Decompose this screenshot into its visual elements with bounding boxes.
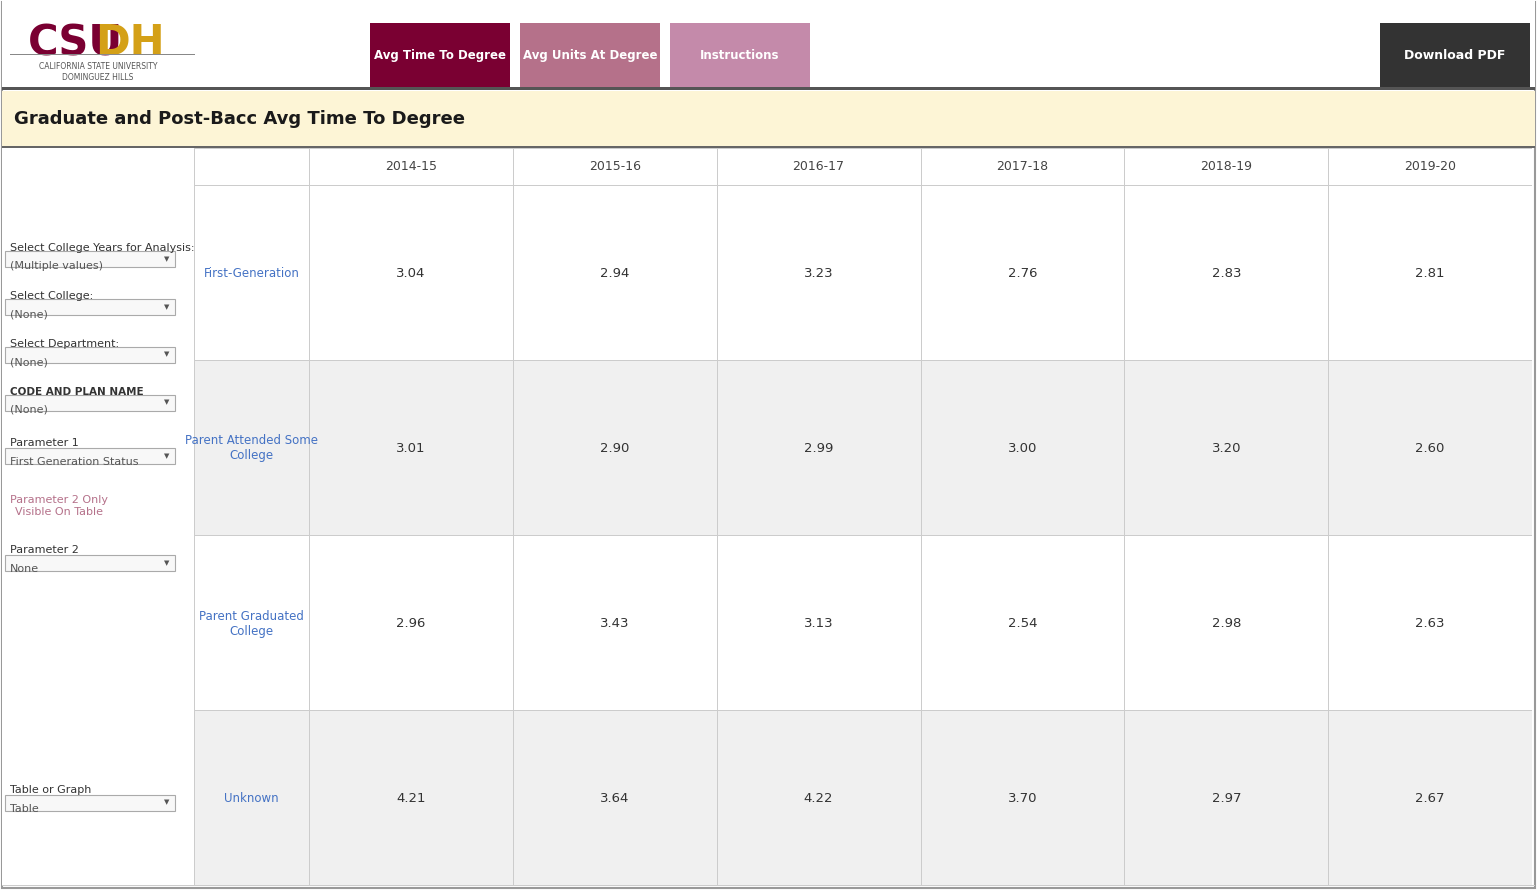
Text: Parent Graduated
College: Parent Graduated College bbox=[200, 610, 304, 637]
Text: (None): (None) bbox=[11, 405, 48, 415]
Bar bbox=[194, 360, 1532, 361]
Text: 3.43: 3.43 bbox=[599, 617, 630, 630]
Text: 3.04: 3.04 bbox=[397, 267, 426, 280]
Bar bbox=[2, 91, 1535, 146]
Text: CSU: CSU bbox=[28, 22, 123, 64]
Text: ▼: ▼ bbox=[164, 453, 169, 458]
Text: None: None bbox=[11, 563, 38, 574]
Bar bbox=[194, 185, 1532, 186]
Text: Parameter 2 Only
Visible On Table: Parameter 2 Only Visible On Table bbox=[11, 495, 108, 517]
Text: Instructions: Instructions bbox=[701, 49, 779, 62]
Text: CALIFORNIA STATE UNIVERSITY: CALIFORNIA STATE UNIVERSITY bbox=[38, 62, 157, 71]
Bar bbox=[194, 186, 1532, 361]
Bar bbox=[2, 0, 1535, 88]
Text: 4.21: 4.21 bbox=[397, 792, 426, 805]
Text: 2.94: 2.94 bbox=[599, 267, 630, 280]
Text: (None): (None) bbox=[11, 357, 48, 367]
Bar bbox=[370, 23, 510, 88]
Text: 2014-15: 2014-15 bbox=[384, 160, 437, 174]
Bar bbox=[2, 885, 1535, 886]
Bar bbox=[194, 361, 1532, 536]
Bar bbox=[1380, 23, 1529, 88]
Bar bbox=[520, 23, 659, 88]
Bar bbox=[194, 711, 1532, 886]
Text: Table or Graph: Table or Graph bbox=[11, 785, 91, 795]
Bar bbox=[5, 555, 175, 571]
Bar bbox=[194, 148, 1532, 186]
Text: 2017-18: 2017-18 bbox=[996, 160, 1048, 174]
Text: ▼: ▼ bbox=[164, 799, 169, 805]
Text: Avg Time To Degree: Avg Time To Degree bbox=[373, 49, 506, 62]
Text: (None): (None) bbox=[11, 309, 48, 319]
Bar bbox=[5, 251, 175, 267]
Text: Avg Units At Degree: Avg Units At Degree bbox=[523, 49, 658, 62]
Text: 2.99: 2.99 bbox=[804, 442, 833, 455]
Text: 2019-20: 2019-20 bbox=[1405, 160, 1456, 174]
Text: CODE AND PLAN NAME: CODE AND PLAN NAME bbox=[11, 386, 143, 397]
Text: 3.13: 3.13 bbox=[804, 617, 833, 630]
Text: First Generation Status: First Generation Status bbox=[11, 457, 138, 466]
Text: 2.60: 2.60 bbox=[1416, 442, 1445, 455]
Text: Select College:: Select College: bbox=[11, 291, 94, 301]
Text: First-Generation: First-Generation bbox=[203, 267, 300, 280]
Bar bbox=[2, 148, 194, 886]
Text: Select Department:: Select Department: bbox=[11, 338, 120, 349]
Bar bbox=[194, 148, 1532, 149]
Text: 3.20: 3.20 bbox=[1211, 442, 1240, 455]
Bar bbox=[194, 535, 1532, 536]
Text: 2.98: 2.98 bbox=[1211, 617, 1240, 630]
Text: Select College Years for Analysis:: Select College Years for Analysis: bbox=[11, 243, 195, 253]
Bar bbox=[5, 346, 175, 362]
Bar bbox=[5, 299, 175, 315]
Bar bbox=[5, 394, 175, 410]
Text: Download PDF: Download PDF bbox=[1405, 49, 1506, 62]
Text: Unknown: Unknown bbox=[224, 792, 278, 805]
Text: 3.23: 3.23 bbox=[804, 267, 833, 280]
Text: Table: Table bbox=[11, 804, 38, 813]
Text: 4.22: 4.22 bbox=[804, 792, 833, 805]
Text: 2.54: 2.54 bbox=[1008, 617, 1037, 630]
Text: 2018-19: 2018-19 bbox=[1200, 160, 1253, 174]
Text: 2.67: 2.67 bbox=[1416, 792, 1445, 805]
Text: ▼: ▼ bbox=[164, 400, 169, 406]
Bar bbox=[5, 448, 175, 464]
Text: 2.90: 2.90 bbox=[599, 442, 630, 455]
Text: ▼: ▼ bbox=[164, 352, 169, 358]
Text: 2016-17: 2016-17 bbox=[793, 160, 845, 174]
Text: 2.97: 2.97 bbox=[1211, 792, 1240, 805]
Bar bbox=[194, 885, 1532, 886]
Text: Parameter 2: Parameter 2 bbox=[11, 546, 78, 555]
Text: (Multiple values): (Multiple values) bbox=[11, 261, 103, 271]
Text: Graduate and Post-Bacc Avg Time To Degree: Graduate and Post-Bacc Avg Time To Degre… bbox=[14, 109, 466, 127]
Text: 3.01: 3.01 bbox=[397, 442, 426, 455]
Bar bbox=[194, 536, 1532, 711]
Text: ▼: ▼ bbox=[164, 255, 169, 262]
Bar bbox=[5, 795, 175, 811]
Text: 3.64: 3.64 bbox=[599, 792, 630, 805]
Text: 3.70: 3.70 bbox=[1008, 792, 1037, 805]
Text: 2.76: 2.76 bbox=[1008, 267, 1037, 280]
Text: 3.00: 3.00 bbox=[1008, 442, 1037, 455]
Bar bbox=[2, 87, 1535, 90]
Text: Parent Attended Some
College: Parent Attended Some College bbox=[184, 434, 318, 463]
Text: DOMINGUEZ HILLS: DOMINGUEZ HILLS bbox=[63, 73, 134, 82]
Text: ▼: ▼ bbox=[164, 561, 169, 567]
Text: 2.81: 2.81 bbox=[1416, 267, 1445, 280]
Text: ▼: ▼ bbox=[164, 303, 169, 310]
Text: 2.63: 2.63 bbox=[1416, 617, 1445, 630]
Text: 2.96: 2.96 bbox=[397, 617, 426, 630]
Bar bbox=[2, 146, 1535, 148]
Text: Parameter 1: Parameter 1 bbox=[11, 438, 78, 449]
Bar bbox=[194, 710, 1532, 711]
Bar bbox=[670, 23, 810, 88]
Text: 2015-16: 2015-16 bbox=[589, 160, 641, 174]
Text: 2.83: 2.83 bbox=[1211, 267, 1240, 280]
Text: DH: DH bbox=[95, 22, 164, 64]
Bar bbox=[11, 53, 195, 55]
